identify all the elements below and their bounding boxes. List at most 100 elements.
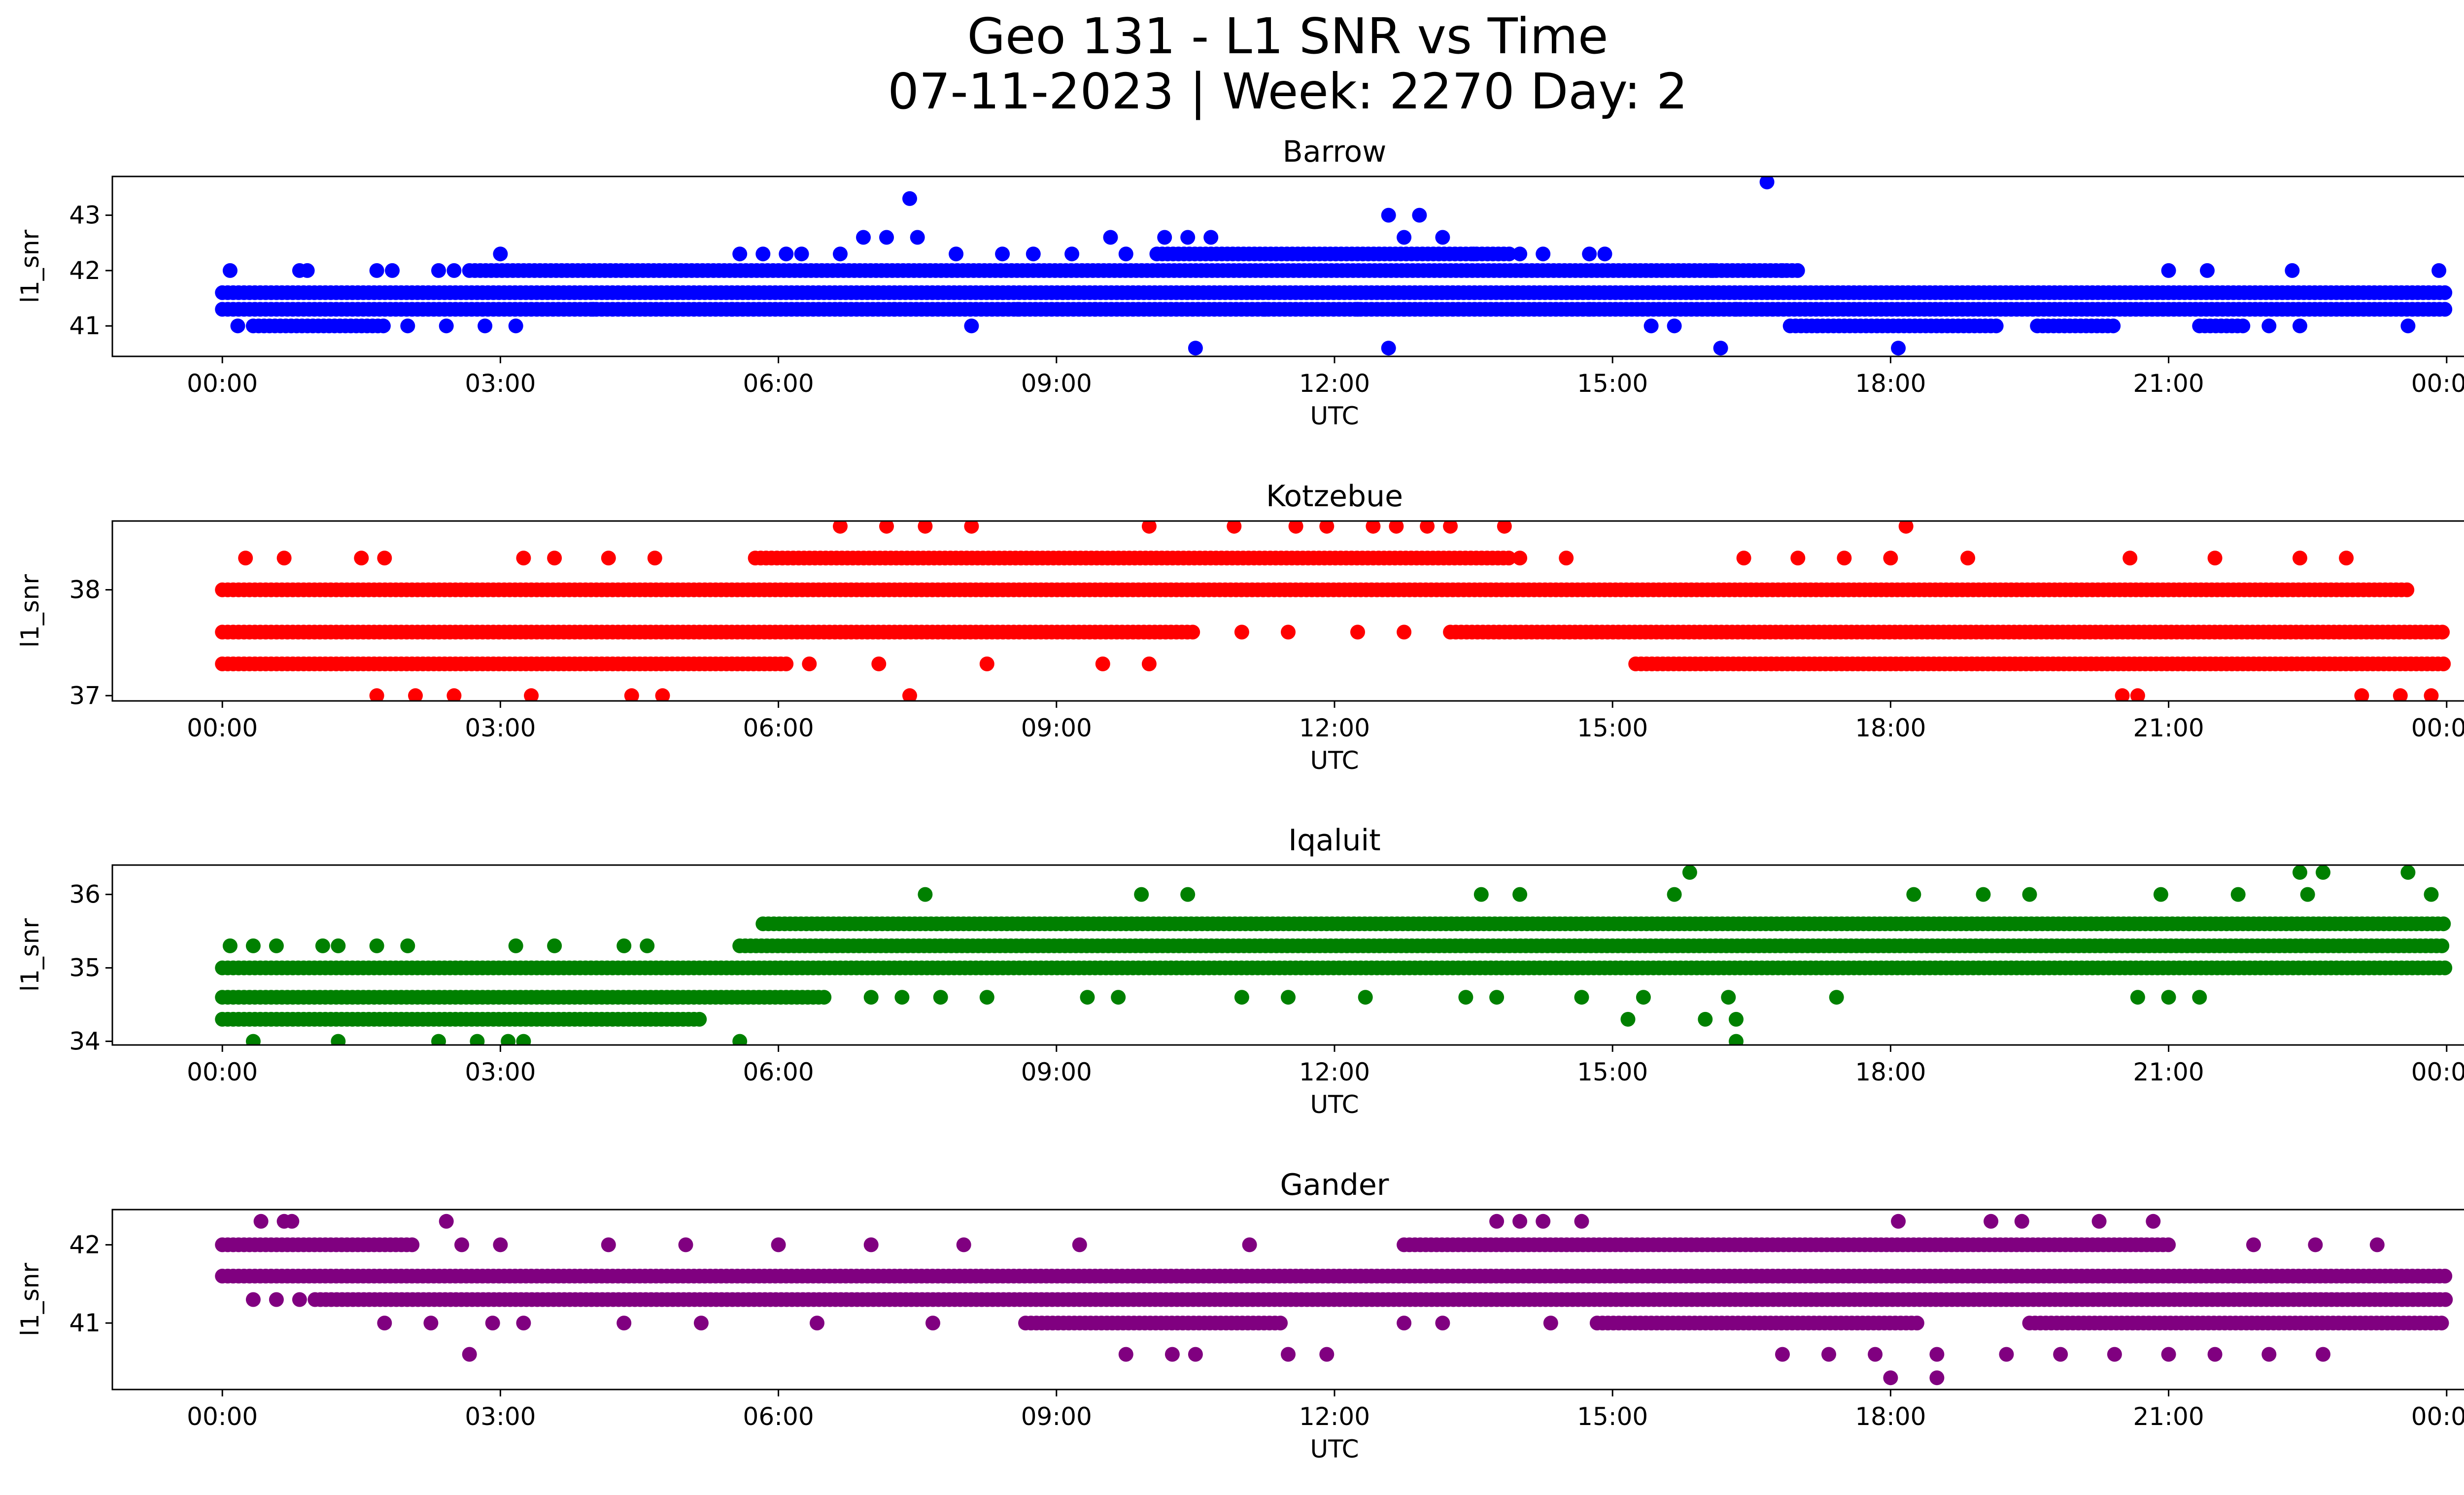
y-axis-label: l1_snr	[16, 918, 44, 992]
data-point	[1397, 230, 1412, 245]
data-point	[245, 1034, 261, 1045]
data-point	[478, 318, 493, 334]
data-point	[405, 1237, 420, 1252]
data-point	[755, 246, 771, 262]
y-tick-label: 42	[69, 256, 101, 285]
x-tick-label: 00:00	[187, 714, 258, 742]
data-point	[1118, 246, 1133, 262]
data-point	[1157, 230, 1172, 245]
data-point	[871, 656, 887, 671]
data-point	[1010, 302, 1026, 317]
data-point	[1512, 551, 1528, 566]
data-point	[238, 551, 253, 566]
data-point	[2161, 1237, 2176, 1252]
data-point	[2153, 887, 2168, 902]
data-point	[1713, 341, 1728, 356]
data-point	[1502, 246, 1517, 262]
data-point	[732, 246, 748, 262]
x-tick-label: 03:00	[465, 714, 536, 742]
data-point	[910, 230, 925, 245]
data-point	[1381, 341, 1396, 356]
data-point	[902, 191, 917, 206]
data-point	[331, 1034, 346, 1045]
data-point	[2106, 318, 2121, 334]
x-tick-label: 00:00	[187, 1058, 258, 1086]
data-point	[2354, 688, 2369, 701]
subplot-gander: 00:00 03:00 06:00 09:00 12:00 15:00 18:00 21:00…	[16, 1168, 2464, 1463]
data-point	[2192, 990, 2207, 1005]
x-tick-label: 03:00	[465, 369, 536, 398]
data-point	[400, 938, 415, 953]
figure-title-line1: Geo 131 - L1 SNR vs Time	[967, 7, 1608, 65]
y-tick-label: 43	[69, 201, 101, 230]
x-axis-label: UTC	[1310, 402, 1359, 430]
data-point	[1636, 990, 1651, 1005]
data-point	[1288, 521, 1303, 534]
data-point	[1443, 521, 1458, 534]
subplot-iqaluit: 00:00 03:00 06:00 09:00 12:00 15:00 18:00 21:00…	[16, 823, 2464, 1119]
data-point	[493, 246, 508, 262]
data-point	[2161, 263, 2176, 278]
data-point	[269, 938, 284, 953]
data-point	[376, 318, 391, 334]
data-point	[331, 938, 346, 953]
data-point	[1729, 302, 1744, 317]
data-point	[2207, 551, 2223, 566]
data-point	[2293, 318, 2307, 334]
data-point	[1281, 990, 1296, 1005]
data-point	[315, 938, 330, 953]
data-point	[1698, 1011, 1713, 1027]
data-point	[400, 318, 415, 334]
data-point	[1435, 230, 1450, 245]
data-point	[1837, 551, 1852, 566]
data-point	[802, 656, 817, 671]
data-point	[1141, 656, 1157, 671]
data-point	[1790, 263, 1805, 278]
data-point	[779, 656, 794, 671]
data-point	[1350, 302, 1365, 317]
data-point	[222, 263, 238, 278]
data-point	[300, 263, 315, 278]
x-tick-label: 18:00	[1855, 369, 1926, 398]
data-point	[585, 302, 601, 317]
data-point	[2435, 625, 2450, 640]
data-point	[732, 1034, 748, 1045]
data-point	[1350, 625, 1365, 640]
x-tick-label: 12:00	[1299, 714, 1370, 742]
x-tick-label: 00:00	[2411, 369, 2464, 398]
subplot-barrow: 00:00 03:00 06:00 09:00 12:00 15:00 18:00 21:00…	[16, 135, 2464, 430]
data-point	[431, 263, 446, 278]
data-point	[547, 938, 562, 953]
subplot-kotzebue: 00:00 03:00 06:00 09:00 12:00 15:00 18:00 21:00…	[16, 479, 2464, 775]
x-tick-label: 18:00	[1855, 1058, 1926, 1086]
x-tick-label: 15:00	[1577, 714, 1648, 742]
x-tick-label: 06:00	[743, 714, 814, 742]
data-point	[446, 688, 462, 701]
x-tick-label: 00:00	[2411, 1058, 2464, 1086]
data-point	[1759, 176, 1775, 190]
data-point	[1497, 521, 1512, 534]
scatter-series	[215, 521, 2451, 701]
data-point	[2200, 263, 2215, 278]
data-point	[230, 318, 245, 334]
data-point	[2431, 263, 2447, 278]
x-tick-label: 15:00	[1577, 1058, 1648, 1086]
data-point	[2161, 990, 2176, 1005]
data-point	[1358, 990, 1373, 1005]
data-point	[964, 318, 979, 334]
data-point	[833, 302, 848, 317]
data-point	[2434, 938, 2450, 953]
data-point	[2436, 656, 2451, 671]
data-point	[1103, 230, 1118, 245]
data-point	[1898, 521, 1914, 534]
data-point	[1536, 246, 1551, 262]
data-point	[369, 688, 384, 701]
y-tick-label: 38	[69, 576, 101, 604]
data-point	[547, 551, 562, 566]
y-tick-label: 36	[69, 880, 101, 909]
data-point	[222, 938, 238, 953]
data-point	[918, 521, 933, 534]
data-point	[979, 990, 994, 1005]
data-point	[2293, 551, 2307, 566]
